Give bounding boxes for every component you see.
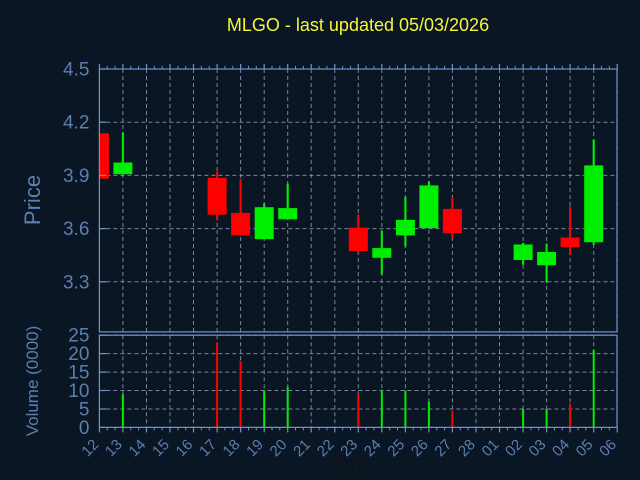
svg-text:3.6: 3.6 — [63, 219, 89, 240]
svg-text:3.9: 3.9 — [63, 166, 89, 187]
svg-text:15: 15 — [68, 363, 89, 384]
svg-text:20: 20 — [68, 344, 89, 365]
svg-text:3.3: 3.3 — [63, 272, 89, 293]
svg-text:4.5: 4.5 — [63, 60, 89, 81]
svg-text:0: 0 — [79, 418, 90, 439]
svg-text:5: 5 — [79, 400, 90, 421]
svg-text:10: 10 — [68, 381, 89, 402]
svg-text:25: 25 — [68, 326, 89, 347]
svg-text:4.2: 4.2 — [63, 113, 89, 134]
